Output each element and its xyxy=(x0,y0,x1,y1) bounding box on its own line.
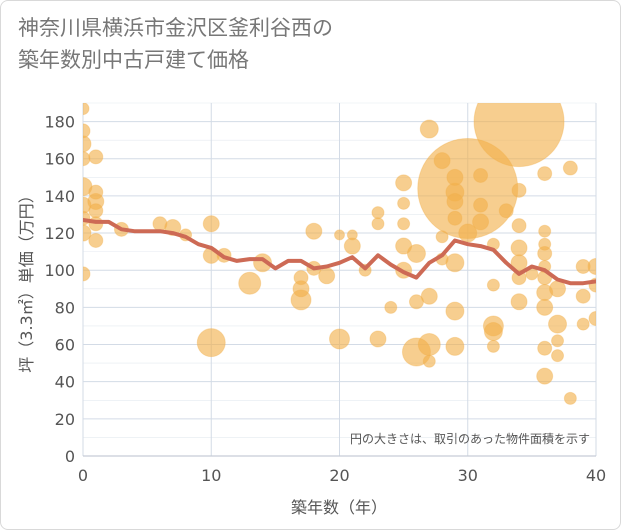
bubble-point xyxy=(384,300,398,314)
y-tick-label: 60 xyxy=(55,336,75,355)
bubble-point xyxy=(511,218,527,234)
bubble-point xyxy=(510,239,528,257)
bubble-point xyxy=(548,314,568,334)
bubble-series xyxy=(83,103,596,405)
average-price-line xyxy=(83,218,596,286)
bubble-point xyxy=(152,216,168,232)
bubble-point xyxy=(88,232,104,248)
bubble-point xyxy=(473,167,489,183)
bubble-point xyxy=(406,243,426,263)
bubble-point xyxy=(446,168,464,186)
bubble-point xyxy=(420,287,438,305)
bubble-point xyxy=(408,294,424,310)
x-axis-label: 築年数（年） xyxy=(291,498,387,517)
bubble-point xyxy=(371,217,385,231)
bubble-point xyxy=(538,237,552,251)
bubble-point xyxy=(417,333,441,357)
bubble-point xyxy=(562,160,578,176)
bubble-point xyxy=(83,266,91,282)
x-tick-label: 40 xyxy=(586,466,606,485)
bubble-point xyxy=(445,253,465,273)
bubble-point xyxy=(395,237,413,255)
x-tick-label: 10 xyxy=(201,466,221,485)
bubble-point xyxy=(537,166,553,182)
bubble-point xyxy=(551,334,565,348)
y-tick-label: 80 xyxy=(55,298,75,317)
bubble-point xyxy=(305,222,323,240)
bubble-point xyxy=(576,317,590,331)
bubble-point xyxy=(343,237,361,255)
bubble-point xyxy=(483,322,503,342)
bubble-point xyxy=(473,103,565,168)
y-axis-label: 坪（3.3㎡）単価（万円） xyxy=(17,187,36,372)
bubble-point xyxy=(588,311,596,327)
title-line-1: 神奈川県横浜市金沢区釜利谷西の xyxy=(18,16,333,40)
bubble-point xyxy=(419,119,439,139)
bubble-point xyxy=(446,192,464,210)
bubble-point xyxy=(538,224,552,238)
bubble-point xyxy=(397,217,411,231)
bubble-point xyxy=(551,349,565,363)
bubble-point xyxy=(83,135,92,153)
bubble-point xyxy=(369,330,387,348)
bubble-point xyxy=(575,288,591,304)
bubble-point xyxy=(458,223,478,243)
bubble-point xyxy=(83,103,90,116)
bubble-point xyxy=(536,367,554,385)
bubble-point xyxy=(563,391,577,405)
bubble-point xyxy=(397,196,411,210)
bubble-point xyxy=(88,149,104,165)
bubble-point xyxy=(486,339,500,353)
bubble-point xyxy=(83,224,92,242)
y-tick-label: 180 xyxy=(44,113,75,132)
x-tick-label: 20 xyxy=(329,466,349,485)
y-tick-label: 20 xyxy=(55,410,75,429)
bubble-point xyxy=(510,293,528,311)
bubble-point xyxy=(498,203,514,219)
bubble-point xyxy=(447,210,463,226)
bubble-point xyxy=(536,298,554,316)
x-tick-label: 30 xyxy=(458,466,478,485)
bubble-point xyxy=(537,340,553,356)
average-line-layer xyxy=(83,218,596,286)
y-tick-label: 0 xyxy=(65,447,75,466)
bubble-point xyxy=(445,301,465,321)
bubble-point xyxy=(511,182,527,198)
y-tick-label: 120 xyxy=(44,224,75,243)
bubble-point xyxy=(334,229,345,241)
y-tick-label: 100 xyxy=(44,261,75,280)
y-tick-labels: 0 20 40 60 80 100 120 140 160 180 xyxy=(44,113,75,466)
bubble-point xyxy=(88,184,104,200)
bubble-point xyxy=(395,174,413,192)
bubble-point xyxy=(433,152,451,170)
x-tick-label: 0 xyxy=(78,466,88,485)
bubble-point xyxy=(422,354,436,368)
y-tick-label: 40 xyxy=(55,373,75,392)
y-tick-label: 160 xyxy=(44,150,75,169)
bubble-point xyxy=(83,123,91,139)
y-tick-label: 140 xyxy=(44,187,75,206)
bubble-point xyxy=(473,197,489,213)
bubble-point xyxy=(486,278,500,292)
bubble-point xyxy=(575,258,591,274)
bubble-point xyxy=(435,230,449,244)
bubble-point xyxy=(472,213,490,231)
bubble-point xyxy=(346,229,358,241)
bubble-point xyxy=(238,271,262,295)
bubble-point xyxy=(329,328,350,350)
bubble-point xyxy=(371,206,385,220)
x-tick-labels: 0 10 20 30 40 xyxy=(78,466,606,485)
size-note: 円の大きさは、取引のあった物件面積を示す xyxy=(350,431,590,446)
bubble-point xyxy=(293,270,309,286)
chart-title: 神奈川県横浜市金沢区釜利谷西の 築年数別中古戸建て価格 xyxy=(18,12,333,76)
bubble-point xyxy=(202,215,220,233)
bubble-point xyxy=(83,151,91,167)
title-line-2: 築年数別中古戸建て価格 xyxy=(18,48,249,72)
bubble-point xyxy=(196,328,226,358)
bubble-point xyxy=(88,203,104,219)
bubble-point xyxy=(445,336,465,356)
